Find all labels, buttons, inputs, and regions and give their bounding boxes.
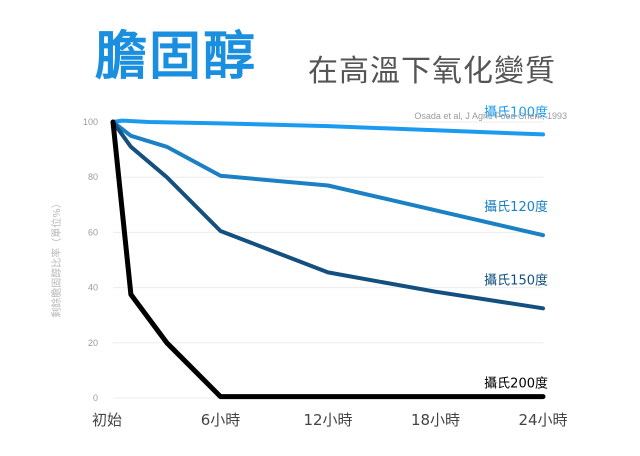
x-tick-label: 18小時 xyxy=(411,411,460,429)
x-axis-ticks: 初始 6小時 12小時 18小時 24小時 xyxy=(92,411,568,429)
series-line xyxy=(111,120,545,238)
series-label: 攝氏100度 xyxy=(484,104,548,120)
series-lines xyxy=(110,118,546,400)
y-tick-label: 0 xyxy=(93,393,98,403)
series-line xyxy=(111,120,545,311)
y-tick-label: 80 xyxy=(88,172,98,182)
x-tick-label: 24小時 xyxy=(518,411,567,429)
series-label: 攝氏120度 xyxy=(484,199,548,215)
y-tick-label: 100 xyxy=(83,117,98,127)
y-tick-label: 40 xyxy=(88,283,98,293)
y-axis-label: 剩餘膽固醇比率（單位%） xyxy=(50,198,63,318)
x-tick-label: 12小時 xyxy=(303,411,352,429)
x-tick-label: 初始 xyxy=(92,411,122,429)
x-tick-label: 6小時 xyxy=(201,411,241,429)
chart-title: 膽固醇 xyxy=(95,27,258,87)
y-tick-label: 20 xyxy=(88,338,98,348)
series-line xyxy=(110,119,546,400)
chart-subtitle: 在高溫下氧化變質 xyxy=(308,54,556,89)
y-tick-label: 60 xyxy=(88,227,98,237)
series-label: 攝氏150度 xyxy=(484,272,548,288)
series-label: 攝氏200度 xyxy=(484,376,548,392)
y-axis-ticks: 0 20 40 60 80 100 xyxy=(83,117,98,403)
source-citation: Osada et al, J Agric Food Chem, 1993 xyxy=(414,111,567,121)
series-line xyxy=(111,118,545,137)
